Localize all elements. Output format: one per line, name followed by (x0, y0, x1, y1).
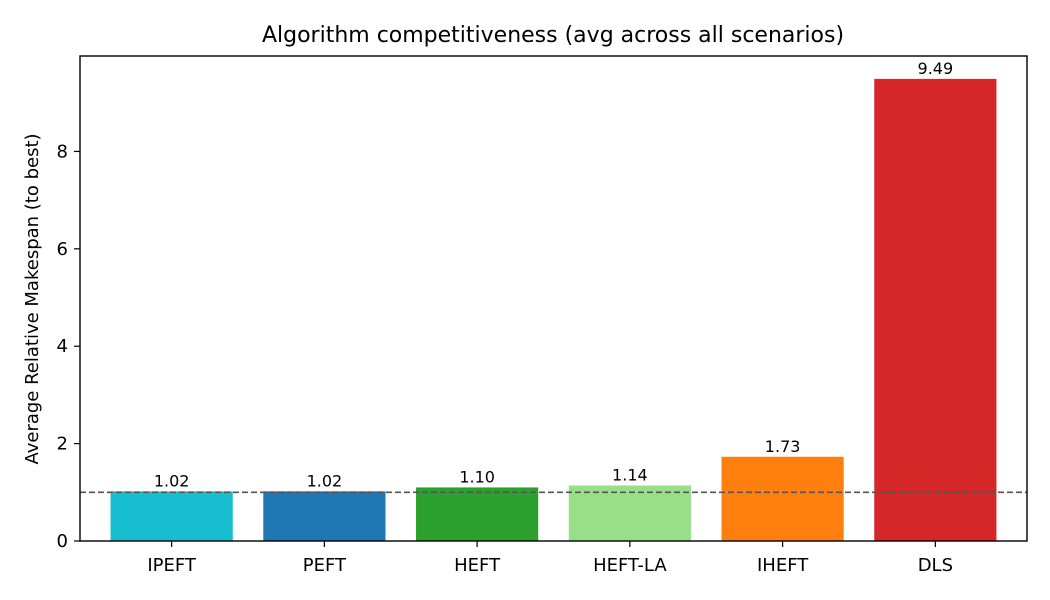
bar-heft (416, 487, 539, 541)
bar-ipeft (110, 491, 233, 541)
x-tick-label: DLS (918, 555, 953, 576)
y-axis-label: Average Relative Makespan (to best) (22, 133, 43, 464)
data-label: 1.10 (459, 467, 495, 486)
y-tick-label: 0 (57, 531, 68, 552)
x-tick-label: HEFT (454, 555, 501, 576)
data-label: 1.14 (612, 465, 648, 484)
bar-iheft (721, 456, 844, 541)
data-label: 1.02 (307, 471, 343, 490)
y-tick-label: 4 (57, 336, 68, 357)
data-label: 1.73 (765, 437, 801, 456)
x-tick-label: IPEFT (147, 555, 197, 576)
y-tick-label: 2 (57, 434, 68, 455)
bar-heft-la (568, 485, 691, 541)
y-tick-label: 6 (57, 239, 68, 260)
chart-title: Algorithm competitiveness (avg across al… (262, 23, 844, 48)
bar-peft (263, 491, 386, 541)
bar-dls (874, 78, 997, 542)
x-tick-label: IHEFT (757, 555, 809, 576)
plot-area: 1.02 1.02 1.10 1.14 1.73 9.49 IPEFT PEFT HEFT HEF… (57, 55, 1028, 576)
x-tick-label: HEFT-LA (593, 555, 667, 576)
data-label: 9.49 (918, 59, 954, 78)
data-label: 1.02 (154, 471, 190, 490)
x-tick-label: PEFT (303, 555, 347, 576)
axes-frame (79, 55, 1028, 542)
y-tick-label: 8 (57, 141, 68, 162)
